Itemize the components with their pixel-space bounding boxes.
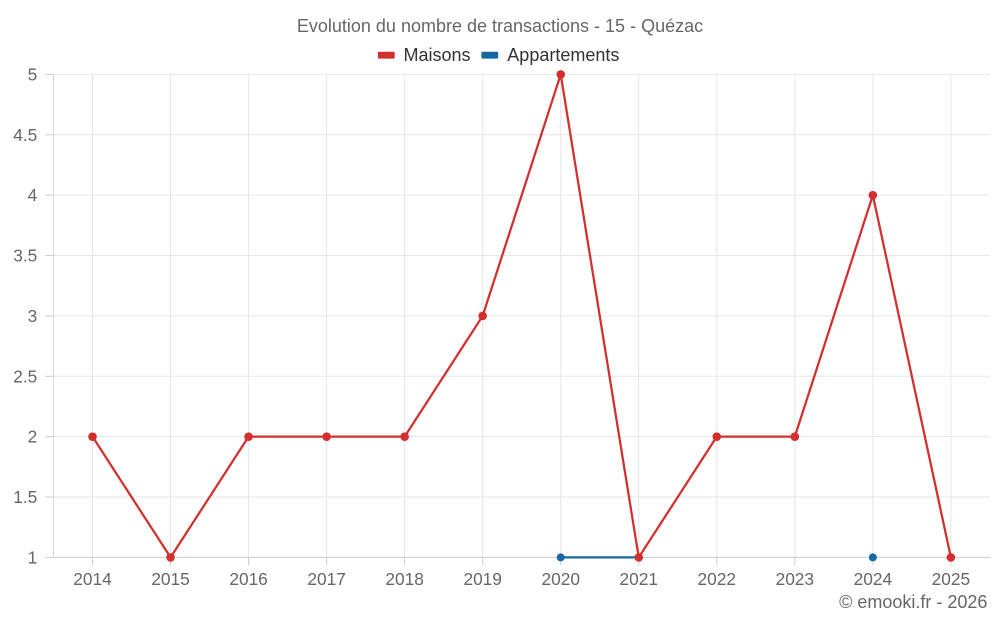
svg-text:2016: 2016 [229,569,267,589]
svg-text:3.5: 3.5 [13,246,37,266]
svg-text:2025: 2025 [932,569,970,589]
svg-text:3: 3 [28,306,38,326]
svg-text:2021: 2021 [620,569,658,589]
svg-text:Evolution du nombre de transac: Evolution du nombre de transactions - 15… [297,16,703,36]
svg-text:1.5: 1.5 [13,487,37,507]
svg-text:Maisons: Maisons [404,45,471,65]
svg-text:4: 4 [28,185,38,205]
svg-text:1: 1 [28,547,38,567]
svg-text:© emooki.fr - 2026: © emooki.fr - 2026 [839,592,987,612]
svg-text:2024: 2024 [854,569,893,589]
svg-text:2015: 2015 [151,569,189,589]
svg-text:2017: 2017 [307,569,345,589]
svg-text:2023: 2023 [776,569,814,589]
svg-text:4.5: 4.5 [13,125,37,145]
svg-text:2022: 2022 [698,569,736,589]
svg-text:2019: 2019 [463,569,501,589]
svg-text:2014: 2014 [73,569,112,589]
svg-text:2020: 2020 [541,569,579,589]
svg-text:5: 5 [28,64,38,84]
svg-text:2: 2 [28,427,38,447]
svg-text:2.5: 2.5 [13,366,37,386]
svg-text:Appartements: Appartements [507,45,619,65]
svg-text:2018: 2018 [385,569,423,589]
